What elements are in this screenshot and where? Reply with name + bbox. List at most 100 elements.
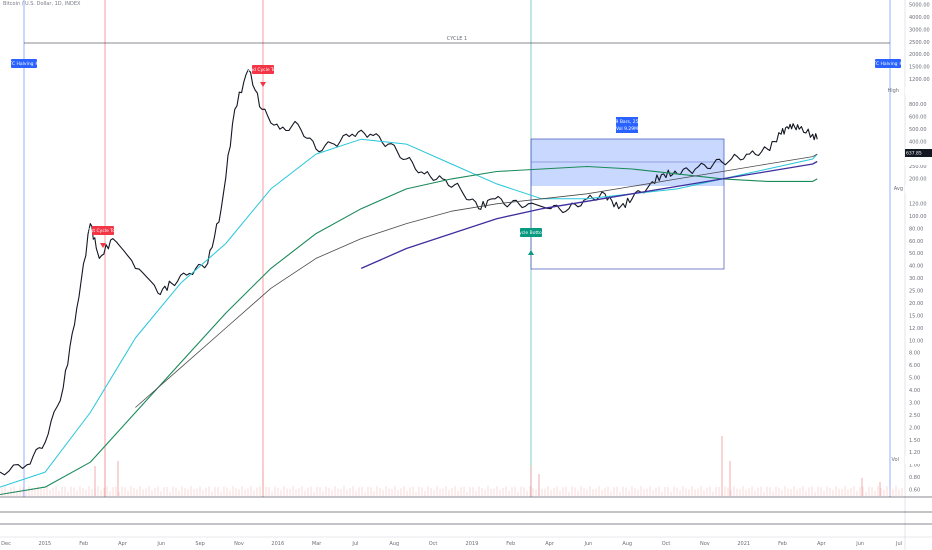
- cycle-bottom-label-bg: [520, 228, 542, 237]
- range-box-bars: 259 Bars, 259d: [610, 119, 645, 125]
- y-tick-label: 4000.00: [909, 15, 930, 21]
- y-tick-label: 1500.00: [909, 65, 930, 71]
- high-value: 1242.00: [906, 89, 925, 95]
- y-tick-label: 2500.00: [909, 40, 930, 46]
- x-tick-label: Mar: [312, 541, 322, 547]
- y-tick-label: 6.00: [909, 363, 920, 369]
- cycle-bottom-marker: [528, 250, 534, 255]
- price-line: [0, 69, 818, 476]
- price-change: +49.0 (7.1%): [906, 159, 932, 165]
- sma_green-line: [0, 165, 818, 496]
- y-tick-label: 5000.00: [909, 3, 930, 9]
- y-tick-label: 0.60: [909, 488, 920, 494]
- halving-label-2-bg: [875, 59, 901, 68]
- y-tick-label: 250.00: [909, 164, 927, 170]
- sma_teal-line: [0, 138, 818, 488]
- current-price: 637.85: [906, 151, 922, 157]
- sma_purple-line: [360, 160, 818, 269]
- y-tick-label: 8.00: [909, 351, 920, 357]
- y-tick-label: 30.00: [909, 276, 923, 282]
- y-tick-label: 1.20: [909, 450, 920, 456]
- y-tick-label: 2.50: [909, 413, 920, 419]
- x-tick-label: Apr: [817, 541, 827, 547]
- price-change-bg: [905, 157, 932, 165]
- y-tick-label: 40.00: [909, 264, 923, 270]
- cycle-top-marker-1: [100, 243, 106, 248]
- y-tick-label: 2.00: [909, 425, 920, 431]
- x-tick-label: Sep: [195, 541, 204, 547]
- x-tick-label: 2016: [271, 541, 284, 547]
- y-tick-label: 0.80: [909, 475, 920, 481]
- x-tick-label: Feb: [778, 541, 787, 547]
- y-tick-label: 80.00: [909, 226, 923, 232]
- avg-label: Avg: [894, 186, 903, 192]
- range-box-volume: Vol 9.29M: [616, 126, 638, 132]
- avg-value-bg: [905, 185, 932, 193]
- y-tick-label: 20.00: [909, 301, 923, 307]
- cycle-bottom-label: Cycle Bottom: [516, 230, 546, 236]
- y-tick-label: 1200.00: [909, 77, 930, 83]
- cycle-top-label-1: 1st Cycle Top: [88, 228, 118, 234]
- x-tick-label: Aug: [389, 541, 399, 547]
- cycle-top-marker-2: [260, 82, 266, 87]
- y-tick-label: 1.50: [909, 438, 920, 444]
- x-tick-label: Feb: [506, 541, 515, 547]
- range-box: [530, 138, 725, 270]
- x-tick-label: Jun: [855, 541, 864, 547]
- y-tick-label: 100.00: [909, 214, 927, 220]
- cycle-top-label-1-bg: [92, 226, 114, 235]
- y-tick-label: 5.00: [909, 376, 920, 382]
- y-tick-label: 600.00: [909, 114, 927, 120]
- x-tick-label: Jun: [156, 541, 165, 547]
- symbol-legend: Bitcoin / U.S. Dollar, 1D, INDEX: [3, 1, 81, 7]
- x-tick-label: Jul: [351, 541, 358, 547]
- volume-value: 9.79K: [906, 458, 920, 464]
- x-tick-label: Feb: [79, 541, 88, 547]
- cycle-label: CYCLE 1: [447, 36, 467, 42]
- x-tick-label: Apr: [545, 541, 555, 547]
- y-tick-label: 3000.00: [909, 27, 930, 33]
- halving-label-1: BTC Halving #1: [6, 61, 41, 67]
- y-tick-label: 4.00: [909, 388, 920, 394]
- y-tick-label: 10.00: [909, 338, 923, 344]
- y-tick-label: 400.00: [909, 139, 927, 145]
- x-tick-label: 2019: [466, 541, 479, 547]
- high-label: High: [888, 88, 900, 94]
- y-tick-label: 60.00: [909, 239, 923, 245]
- y-tick-label: 120.00: [909, 201, 927, 207]
- halving-label-2: BTC Halving #2: [870, 61, 905, 67]
- y-tick-label: 800.00: [909, 102, 927, 108]
- sma_gray-line: [135, 153, 818, 408]
- cycle-top-label-2-bg: [252, 65, 274, 74]
- y-tick-label: 200.00: [909, 177, 927, 183]
- x-tick-label: Nov: [700, 541, 710, 547]
- range-box-top: [531, 139, 724, 186]
- y-tick-label: 1.00: [909, 463, 920, 469]
- x-tick-label: Dec: [1, 541, 11, 547]
- x-tick-label: 2015: [38, 541, 51, 547]
- range-box-label-bg: [616, 117, 638, 133]
- y-tick-label: 50.00: [909, 251, 923, 257]
- cycle-top-label-2: 2nd Cycle Top: [247, 67, 278, 73]
- y-tick-label: 500.00: [909, 127, 927, 133]
- x-tick-label: Apr: [118, 541, 128, 547]
- current-price-bg: [905, 149, 932, 157]
- y-tick-label: 2000.00: [909, 52, 930, 58]
- x-tick-label: Jun: [583, 541, 592, 547]
- x-tick-label: Nov: [234, 541, 244, 547]
- y-tick-label: 25.00: [909, 289, 923, 295]
- y-tick-label: 3.00: [909, 400, 920, 406]
- high-value-bg: [905, 87, 932, 95]
- x-tick-label: Aug: [622, 541, 632, 547]
- x-tick-label: 2021: [737, 541, 750, 547]
- x-tick-label: Oct: [662, 541, 671, 547]
- x-tick-label: Jul: [895, 541, 902, 547]
- y-tick-label: 12.00: [909, 326, 923, 332]
- volume-value-bg: [905, 456, 932, 464]
- volume-label: Vol: [892, 457, 899, 463]
- y-tick-label: 15.00: [909, 313, 923, 319]
- avg-value: 345.94: [906, 187, 922, 193]
- x-tick-label: Oct: [429, 541, 438, 547]
- halving-label-1-bg: [11, 59, 37, 68]
